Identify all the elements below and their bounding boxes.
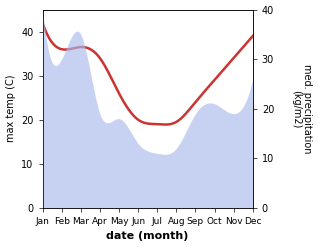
Y-axis label: max temp (C): max temp (C) [5, 75, 16, 143]
Y-axis label: med. precipitation
(kg/m2): med. precipitation (kg/m2) [291, 64, 313, 153]
X-axis label: date (month): date (month) [107, 231, 189, 242]
